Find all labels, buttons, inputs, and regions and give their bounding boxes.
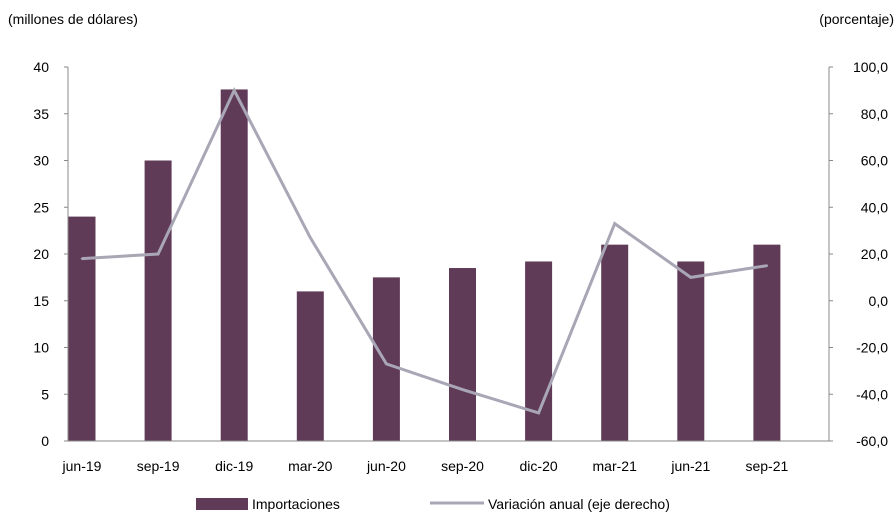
variation-point-dic-20 <box>537 411 540 415</box>
bar-sep-19 <box>144 160 172 441</box>
legend-label-importaciones: Importaciones <box>252 496 340 512</box>
x-tick-label-mar-20: mar-20 <box>288 458 333 474</box>
legend: Importaciones Variación anual (eje derec… <box>196 496 670 512</box>
variation-point-mar-20 <box>309 236 312 239</box>
left-tick-label: 20 <box>33 246 49 262</box>
x-tick-label-jun-20: jun-20 <box>366 458 406 474</box>
x-tick-label-sep-19: sep-19 <box>137 458 180 474</box>
x-tick-label-jun-19: jun-19 <box>62 458 102 474</box>
x-tick-label-sep-21: sep-21 <box>745 458 788 474</box>
left-tick-label: 35 <box>33 106 49 122</box>
right-tick-label: -40,0 <box>856 386 888 402</box>
variation-point-sep-19 <box>156 252 160 256</box>
left-tick-label: 5 <box>41 386 49 402</box>
legend-swatch-importaciones <box>196 498 248 510</box>
x-tick-label-mar-21: mar-21 <box>593 458 638 474</box>
variation-point-dic-19 <box>233 89 236 92</box>
bar-mar-21 <box>601 244 629 441</box>
legend-label-variacion: Variación anual (eje derecho) <box>488 496 670 512</box>
bar-jun-19 <box>68 216 96 441</box>
right-tick-label: 100,0 <box>853 59 888 75</box>
line-series <box>80 86 769 415</box>
variation-point-jun-20 <box>385 362 388 366</box>
bar-sep-21 <box>753 244 781 441</box>
right-tick-label: 40,0 <box>861 199 888 215</box>
axes <box>64 66 833 442</box>
x-tick-label-sep-20: sep-20 <box>441 458 484 474</box>
x-tick-label-dic-19: dic-19 <box>215 458 253 474</box>
variation-line <box>81 86 768 415</box>
right-tick-label: 60,0 <box>861 153 888 169</box>
left-tick-label: 30 <box>33 153 49 169</box>
bar-dic-19 <box>220 89 248 441</box>
bar-series <box>68 89 781 441</box>
left-axis-unit-label: (millones de dólares) <box>8 11 138 27</box>
right-tick-label: -20,0 <box>856 340 888 356</box>
x-tick-label-jun-21: jun-21 <box>670 458 710 474</box>
bar-sep-20 <box>449 268 476 441</box>
right-axis-unit-label: (porcentaje) <box>819 11 894 27</box>
right-tick-label: 80,0 <box>861 106 888 122</box>
tick-labels: 0 5 10 15 20 25 30 35 40 -60,0 -40,0 -20,0 0,0 20,0 40… <box>33 59 888 474</box>
variation-point-jun-21 <box>689 276 692 279</box>
left-tick-label: 0 <box>41 433 49 449</box>
left-tick-label: 40 <box>33 59 49 75</box>
x-tick-label-dic-20: dic-20 <box>520 458 558 474</box>
right-tick-label: 20,0 <box>861 246 888 262</box>
variation-point-sep-21 <box>765 264 769 267</box>
right-tick-label: -60,0 <box>856 433 888 449</box>
bar-jun-21 <box>677 261 705 441</box>
variation-point-sep-20 <box>461 388 464 391</box>
bar-mar-20 <box>296 291 324 441</box>
variation-point-mar-21 <box>613 222 616 225</box>
right-tick-label: 0,0 <box>869 293 889 309</box>
left-tick-label: 10 <box>33 340 49 356</box>
left-tick-label: 25 <box>33 199 49 215</box>
variation-point-jun-19 <box>80 257 84 260</box>
left-tick-label: 15 <box>33 293 49 309</box>
bar-jun-20 <box>372 277 400 441</box>
